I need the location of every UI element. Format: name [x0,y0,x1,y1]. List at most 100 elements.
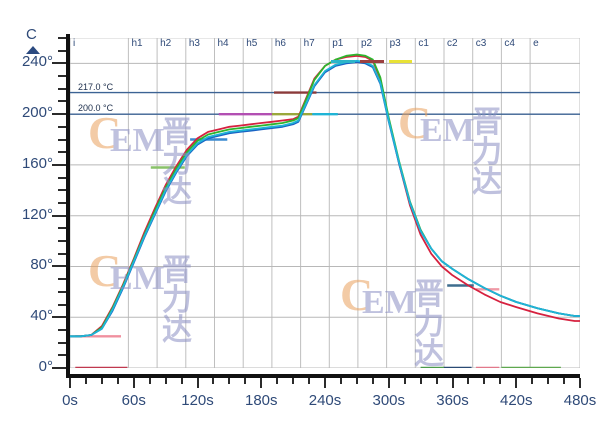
y-axis-spine [66,34,70,374]
zone-label-p2[interactable]: p2 [360,38,373,49]
x-tick-label: 300s [372,392,406,409]
y-tick-minor [58,37,66,39]
y-tick-minor [58,227,66,230]
x-tick-major [387,378,390,388]
zone-label-c1[interactable]: c1 [418,38,429,49]
y-tick-minor [58,151,66,154]
x-tick-minor [100,378,103,384]
x-tick-label: 0s [62,392,78,409]
y-tick-minor [58,328,66,331]
zone-bar-p1 [331,60,355,63]
x-tick-label: 180s [244,392,278,409]
reference-line-label: 200.0 °C [78,103,114,114]
zone-label-h6[interactable]: h6 [274,38,286,49]
x-tick-label: 60s [121,392,146,409]
zone-bar-p2 [359,60,384,63]
y-tick-minor [58,49,66,52]
x-tick-minor [228,378,231,384]
x-tick-minor [403,378,406,384]
series-ch4 [69,59,581,338]
y-tick-minor [58,176,66,179]
y-tick-minor [58,341,66,344]
x-tick-label: 240s [308,392,342,409]
y-tick-major [52,265,66,268]
x-tick-minor [355,378,358,384]
y-tick-label: 160° [21,154,53,172]
y-axis-arrow-icon [26,46,40,54]
x-tick-minor [116,378,119,384]
zone-label-h1[interactable]: h1 [131,38,143,49]
x-tick-minor [180,378,183,384]
zone-label-h5[interactable]: h5 [246,38,258,49]
y-tick-minor [58,278,66,281]
x-tick-minor [467,378,470,384]
y-tick-minor [58,303,66,306]
zone-bar-p3 [388,60,413,63]
x-tick-minor [419,378,422,384]
y-axis-unit-label: C [26,26,37,43]
x-tick-minor [212,378,215,384]
y-tick-minor [58,100,66,103]
y-tick-label: 200° [21,104,53,122]
y-tick-minor [58,189,66,192]
y-tick-major [52,113,66,116]
x-tick-major [515,378,518,388]
zone-label-e[interactable]: e [533,38,539,49]
x-axis-spine [66,374,580,378]
zone-label-h7[interactable]: h7 [303,38,315,49]
x-tick-minor [339,378,342,384]
zone-label-c2[interactable]: c2 [447,38,458,49]
x-tick-minor [292,378,295,384]
zone-label-h4[interactable]: h4 [217,38,229,49]
x-tick-label: 420s [499,392,533,409]
y-tick-minor [58,75,66,78]
y-tick-minor [58,125,66,128]
y-tick-minor [58,290,66,293]
plot-area [69,37,581,370]
x-tick-major [132,378,135,388]
x-tick-minor [547,378,550,384]
x-tick-major [196,378,199,388]
x-tick-minor [244,378,247,384]
x-tick-minor [531,378,534,384]
x-tick-minor [371,378,374,384]
y-tick-label: 80° [30,256,53,274]
plot-svg [69,37,581,370]
y-tick-label: 240° [21,53,53,71]
zone-label-h3[interactable]: h3 [188,38,200,49]
x-tick-minor [164,378,167,384]
x-tick-minor [563,378,566,384]
y-tick-major [52,62,66,65]
y-tick-minor [58,138,66,141]
y-tick-label: 120° [21,205,53,223]
x-tick-minor [308,378,311,384]
zone-label-h2[interactable]: h2 [160,38,172,49]
y-tick-label: 40° [30,307,53,325]
x-tick-label: 120s [181,392,214,409]
x-tick-minor [435,378,438,384]
zone-label-i[interactable]: i [73,38,76,49]
x-tick-major [579,378,581,388]
x-tick-minor [499,378,502,384]
x-tick-minor [276,378,279,384]
x-tick-major [260,378,263,388]
x-tick-label: 360s [436,392,469,409]
y-tick-major [52,214,66,217]
x-tick-major [69,378,71,388]
y-tick-minor [58,354,66,357]
zone-label-c4[interactable]: c4 [504,38,515,49]
zone-label-p3[interactable]: p3 [389,38,401,49]
y-tick-major [52,163,66,166]
x-tick-minor [148,378,151,384]
y-tick-major [52,367,66,369]
y-tick-major [52,316,66,319]
reference-line-label: 217.0 °C [78,81,114,92]
zone-label-c3[interactable]: c3 [475,38,487,49]
y-tick-minor [58,87,66,90]
x-tick-minor [483,378,486,384]
x-tick-label: 480s [563,392,597,409]
zone-label-p1[interactable]: p1 [332,38,344,49]
y-tick-minor [58,202,66,204]
plot-background [69,37,581,369]
